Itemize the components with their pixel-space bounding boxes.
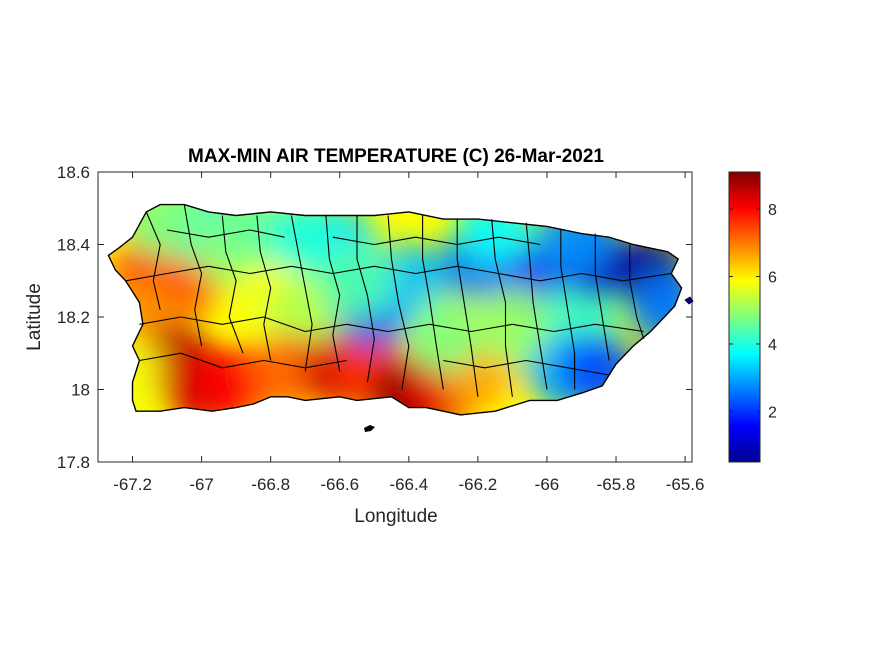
municipality-boundary bbox=[325, 215, 341, 372]
municipality-boundary bbox=[356, 215, 375, 383]
municipality-boundary bbox=[443, 359, 610, 376]
municipality-boundary bbox=[560, 230, 576, 390]
municipality-boundary bbox=[491, 219, 513, 397]
y-tick-label: 18 bbox=[71, 381, 90, 400]
field-sample bbox=[405, 297, 482, 374]
field-sample bbox=[629, 271, 682, 348]
colorbar-ticks: 2 4 6 8 bbox=[729, 202, 777, 421]
colorbar-tick-label: 6 bbox=[768, 270, 777, 287]
colorbar-tick-label: 2 bbox=[768, 404, 777, 421]
x-tick-label: -66.4 bbox=[389, 475, 428, 494]
municipality-boundary bbox=[145, 211, 161, 310]
small-island bbox=[684, 296, 694, 305]
x-tick-label: -66.6 bbox=[320, 475, 359, 494]
field-sample bbox=[122, 204, 199, 258]
municipality-boundary bbox=[629, 244, 645, 339]
colorbar-tick-label: 8 bbox=[768, 202, 777, 219]
municipality-boundary bbox=[139, 352, 347, 369]
field-sample bbox=[267, 204, 344, 276]
colorbar bbox=[728, 171, 761, 463]
x-axis-label: Longitude bbox=[354, 506, 437, 527]
municipality-boundary bbox=[456, 219, 479, 397]
y-tick-label: 18.6 bbox=[57, 163, 90, 182]
municipality-boundaries bbox=[125, 204, 672, 397]
municipality-boundary bbox=[256, 215, 272, 361]
x-tick-label: -66.2 bbox=[459, 475, 498, 494]
x-tick-label: -66 bbox=[535, 475, 560, 494]
municipality-boundary bbox=[125, 265, 672, 282]
x-tick-label: -67.2 bbox=[113, 475, 152, 494]
y-axis-label: Latitude bbox=[24, 283, 45, 351]
y-axis-ticks: 17.8 18 18.2 18.4 18.6 bbox=[57, 163, 692, 472]
colorbar-tick-label: 4 bbox=[768, 337, 777, 354]
municipality-boundary bbox=[387, 215, 410, 390]
island-coastline bbox=[107, 203, 683, 416]
municipality-boundary bbox=[594, 233, 610, 361]
x-tick-label: -66.8 bbox=[251, 475, 290, 494]
y-tick-label: 18.2 bbox=[57, 308, 90, 327]
municipality-boundary bbox=[525, 222, 548, 390]
municipality-boundary bbox=[422, 215, 444, 390]
x-tick-label: -65.8 bbox=[597, 475, 636, 494]
municipality-boundary bbox=[332, 236, 541, 246]
municipality-boundary bbox=[290, 215, 313, 372]
x-axis-ticks: -67.2 -67 -66.8 -66.6 -66.4 -66.2 -66 -65.8 -65.… bbox=[113, 172, 704, 494]
y-tick-label: 18.4 bbox=[57, 236, 90, 255]
municipality-boundary bbox=[167, 229, 285, 238]
x-tick-label: -67 bbox=[189, 475, 214, 494]
small-island bbox=[364, 425, 375, 432]
municipality-boundary bbox=[139, 316, 644, 333]
municipality-boundary bbox=[183, 204, 203, 347]
chart-title: MAX-MIN AIR TEMPERATURE (C) 26-Mar-2021 bbox=[188, 146, 604, 167]
y-tick-label: 17.8 bbox=[57, 453, 90, 472]
x-tick-label: -65.6 bbox=[666, 475, 705, 494]
municipality-boundary bbox=[221, 215, 244, 354]
field-sample bbox=[319, 242, 396, 319]
